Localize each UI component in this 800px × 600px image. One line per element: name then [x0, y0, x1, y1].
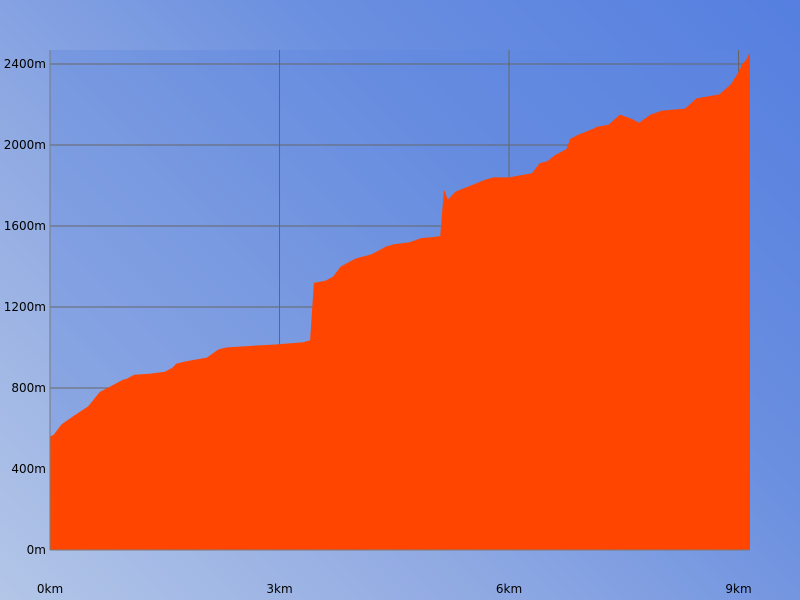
axes: [49, 50, 750, 551]
y-tick-label: 400m: [11, 462, 46, 476]
y-tick-label: 2000m: [4, 138, 46, 152]
elevation-area: [50, 51, 750, 551]
y-tick-label: 1600m: [4, 219, 46, 233]
x-tick-label: 0km: [37, 582, 63, 596]
y-tick-label: 1200m: [4, 300, 46, 314]
x-tick-label: 6km: [496, 582, 522, 596]
y-tick-label: 800m: [11, 381, 46, 395]
y-tick-label: 2400m: [4, 57, 46, 71]
x-tick-label: 9km: [725, 582, 751, 596]
tick-labels: 0m 400m 800m 1200m 1600m 2000m 2400m 0km 3km 6km 9…: [4, 57, 752, 596]
y-tick-label: 0m: [27, 543, 46, 557]
x-tick-label: 3km: [266, 582, 292, 596]
